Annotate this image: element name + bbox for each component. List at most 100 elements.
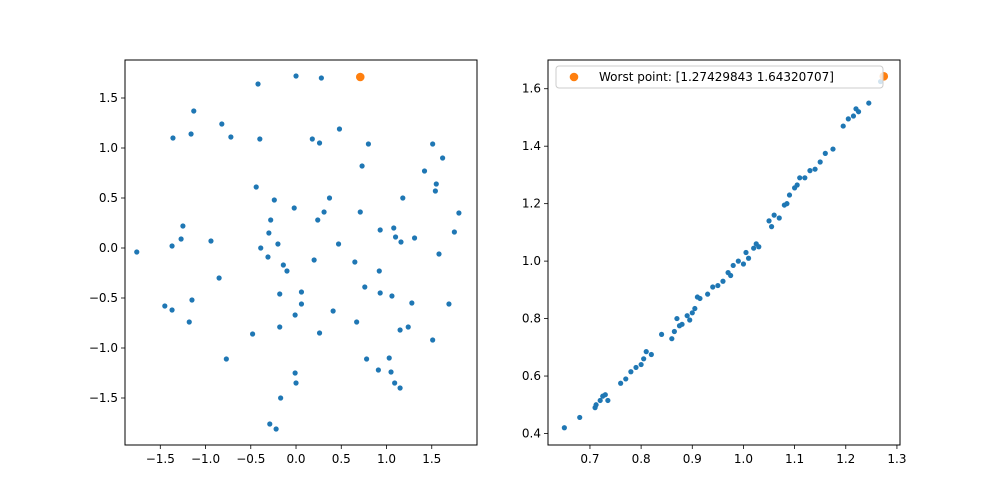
data-point <box>352 259 358 265</box>
data-point <box>784 201 790 207</box>
data-point <box>311 257 317 263</box>
data-point <box>249 331 256 337</box>
data-point <box>134 249 140 255</box>
x-tick-label: 1.2 <box>836 452 855 466</box>
data-point <box>357 209 363 215</box>
data-point <box>170 135 176 141</box>
data-point <box>326 195 333 201</box>
data-point <box>397 327 403 333</box>
y-tick-label: 1.4 <box>522 139 541 153</box>
data-point <box>643 349 649 355</box>
data-point <box>315 217 321 223</box>
data-point <box>219 121 225 127</box>
data-point <box>618 380 624 386</box>
x-tick-label: 1.3 <box>887 452 906 466</box>
data-point <box>409 300 415 306</box>
data-point <box>318 75 324 81</box>
x-tick-label: −1.0 <box>191 452 220 466</box>
y-tick-label: 0.4 <box>522 427 541 441</box>
data-point <box>715 282 721 289</box>
data-point <box>208 238 214 244</box>
legend-marker <box>569 72 579 82</box>
data-point <box>845 116 851 122</box>
data-point <box>421 168 428 174</box>
data-point <box>292 370 298 376</box>
axes-frame <box>547 59 901 446</box>
data-point <box>186 319 192 325</box>
data-point <box>266 230 272 236</box>
data-point <box>398 239 404 245</box>
data-point <box>638 361 644 368</box>
data-point <box>191 108 197 114</box>
data-point <box>253 184 259 190</box>
legend-label: Worst point: [1.27429843 1.64320707] <box>599 70 834 84</box>
data-point <box>359 163 365 169</box>
data-point <box>188 131 194 137</box>
data-point <box>411 235 418 241</box>
data-point <box>364 356 370 362</box>
data-point <box>377 290 383 296</box>
data-point <box>756 244 762 250</box>
data-point <box>278 395 284 401</box>
data-point <box>178 236 184 242</box>
data-point <box>162 303 168 309</box>
data-point <box>633 364 639 371</box>
x-tick-label: 0.7 <box>580 452 599 466</box>
data-point <box>336 126 343 132</box>
data-point <box>456 210 462 216</box>
data-point <box>768 224 775 230</box>
x-tick-label: −0.5 <box>236 452 265 466</box>
data-point <box>330 308 336 314</box>
data-point <box>697 295 703 302</box>
data-point <box>743 249 749 256</box>
y-tick-label: 0.6 <box>522 369 541 383</box>
data-point <box>794 182 800 188</box>
x-tick-label: 1.0 <box>734 452 753 466</box>
data-point <box>375 367 381 373</box>
data-point <box>228 134 234 140</box>
data-point <box>298 301 305 307</box>
data-point <box>433 181 439 187</box>
x-tick-label: 1.0 <box>377 452 396 466</box>
left-scatter-panel: −1.5 −1.0 −0.5 0.0 0.5 1.0 1.5 −1.5 −1.0 −0.5 0.0 0… <box>89 59 478 466</box>
data-point <box>440 155 446 161</box>
data-point <box>786 192 793 198</box>
axes-frame <box>124 59 478 446</box>
data-point <box>265 254 271 260</box>
data-point <box>267 421 273 427</box>
y-tick-label: −1.5 <box>89 391 118 405</box>
y-tick-label: 0.5 <box>99 191 118 205</box>
data-point <box>679 321 685 327</box>
data-point <box>674 315 680 322</box>
data-point <box>740 261 747 267</box>
data-point <box>258 245 264 251</box>
data-point <box>561 425 567 431</box>
data-point <box>776 215 782 221</box>
x-tick-label: −1.5 <box>146 452 175 466</box>
right-scatter-panel: 0.7 0.8 0.9 1.0 1.1 1.2 1.3 0.4 0.6 0.8 1.0 1.2 1.4 1… <box>522 59 906 466</box>
data-point <box>641 356 647 362</box>
x-tick-label: 1.1 <box>785 452 804 466</box>
data-point <box>855 109 862 115</box>
data-point <box>766 218 772 224</box>
data-point <box>273 426 279 432</box>
data-point <box>377 227 383 233</box>
data-point <box>255 81 261 87</box>
y-tick-label: −0.5 <box>89 291 118 305</box>
data-point <box>822 150 828 156</box>
data-point <box>169 307 175 313</box>
x-tick-label: 0.5 <box>332 452 351 466</box>
data-point <box>436 251 442 257</box>
data-point <box>405 324 411 330</box>
x-tick-label: 1.5 <box>422 452 441 466</box>
data-point <box>648 351 654 358</box>
data-point <box>840 123 846 129</box>
data-point <box>400 195 406 201</box>
x-tick-label: 0.9 <box>683 452 702 466</box>
data-point <box>316 140 323 146</box>
data-point <box>720 278 726 284</box>
data-point <box>728 272 734 279</box>
y-tick-label: 1.5 <box>99 91 118 105</box>
x-tick-label: 0.8 <box>632 452 651 466</box>
data-point <box>735 258 741 264</box>
